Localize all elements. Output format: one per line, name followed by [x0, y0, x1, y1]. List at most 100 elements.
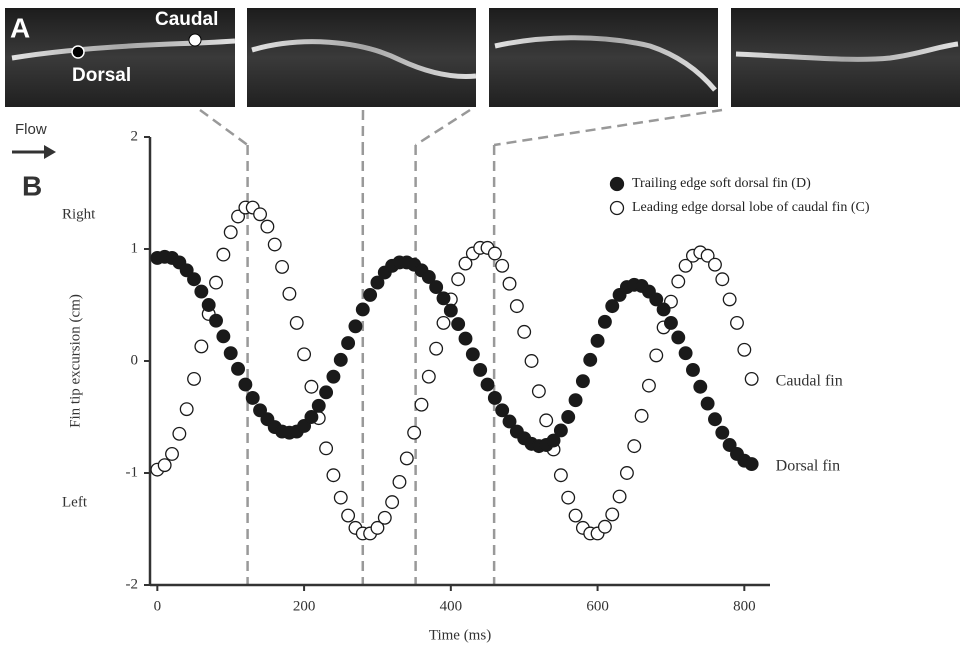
data-point	[487, 391, 502, 405]
data-point	[451, 272, 466, 287]
x-tick-label: 0	[154, 598, 162, 614]
data-point	[187, 371, 201, 386]
data-point	[355, 302, 370, 317]
data-point	[436, 291, 451, 306]
y-tick-label: 1	[131, 240, 139, 256]
data-point	[319, 441, 334, 456]
data-point	[737, 342, 752, 357]
data-point	[568, 393, 583, 408]
data-point	[282, 286, 297, 301]
data-point	[641, 378, 656, 393]
data-point	[458, 331, 473, 346]
data-point	[363, 287, 378, 302]
data-point	[245, 391, 260, 405]
fin-streak	[735, 41, 959, 62]
frame-connector	[493, 108, 723, 147]
data-point	[341, 336, 356, 351]
arrow-head	[44, 145, 56, 159]
data-point	[194, 339, 209, 354]
data-point	[297, 347, 312, 362]
x-tick-label: 200	[293, 598, 316, 614]
x-tick-label: 400	[440, 598, 463, 614]
data-point	[231, 361, 245, 376]
fin-streak	[494, 35, 717, 92]
data-point	[223, 346, 238, 361]
data-point	[539, 413, 554, 428]
photo	[489, 8, 718, 107]
series-end-label: Dorsal fin	[776, 458, 840, 475]
x-tick-label: 600	[586, 598, 609, 614]
data-point	[524, 354, 539, 368]
caudal-marker	[188, 33, 202, 47]
data-point	[583, 352, 598, 367]
data-point	[370, 520, 385, 535]
data-point	[531, 384, 546, 399]
data-point	[209, 275, 223, 290]
data-point	[407, 425, 422, 440]
data-point	[179, 402, 194, 417]
data-point	[157, 458, 172, 473]
data-point	[678, 258, 693, 273]
dorsal-marker	[71, 45, 85, 59]
data-point	[656, 302, 671, 317]
legend-label: Trailing edge soft dorsal fin (D)	[632, 176, 811, 191]
data-point	[458, 256, 473, 271]
data-point	[341, 508, 356, 523]
data-point	[297, 419, 312, 433]
data-point	[568, 508, 583, 523]
data-point	[517, 324, 532, 339]
data-point	[377, 510, 392, 525]
series-end-label: Caudal fin	[776, 373, 843, 390]
data-point	[429, 341, 444, 356]
data-point	[700, 396, 715, 411]
panel-label: A	[10, 12, 30, 43]
data-point	[597, 519, 612, 534]
data-point	[730, 315, 744, 330]
data-point	[590, 333, 605, 348]
side-label: Right	[62, 206, 96, 222]
data-point	[671, 274, 686, 289]
legend-label: Leading edge dorsal lobe of caudal fin (…	[632, 200, 870, 215]
data-point	[304, 379, 319, 394]
data-point	[443, 303, 458, 318]
data-point	[509, 299, 524, 314]
y-tick-label: -2	[126, 576, 139, 592]
data-point	[429, 280, 444, 295]
data-point	[612, 489, 627, 504]
y-tick-label: -1	[126, 464, 139, 480]
data-point	[678, 346, 693, 361]
flow-arrow	[12, 145, 56, 159]
data-point	[715, 425, 730, 440]
data-point	[693, 379, 708, 394]
fin-streak	[251, 39, 477, 79]
data-point	[238, 377, 253, 392]
data-point	[275, 259, 290, 274]
data-point	[421, 270, 436, 284]
data-point	[634, 408, 649, 423]
data-point	[495, 403, 510, 418]
photo-label: Dorsal	[72, 65, 131, 86]
data-point	[597, 314, 612, 329]
data-point	[253, 207, 268, 222]
data-point	[333, 352, 348, 367]
data-point	[744, 457, 759, 471]
y-tick-label: 2	[131, 128, 139, 144]
data-point	[686, 363, 700, 377]
x-tick-label: 800	[733, 598, 756, 614]
data-point	[421, 369, 436, 384]
data-point	[311, 398, 326, 413]
data-point	[414, 397, 429, 412]
data-point	[165, 447, 179, 461]
data-point	[260, 219, 275, 234]
data-point	[209, 313, 223, 328]
data-point	[436, 315, 451, 330]
photo-strip: A Caudal Dorsal	[5, 8, 960, 107]
data-point	[326, 369, 341, 384]
data-point	[223, 225, 238, 240]
data-point	[744, 371, 759, 386]
data-point	[708, 412, 722, 427]
data-point	[495, 258, 510, 273]
fin-streak	[11, 38, 236, 61]
